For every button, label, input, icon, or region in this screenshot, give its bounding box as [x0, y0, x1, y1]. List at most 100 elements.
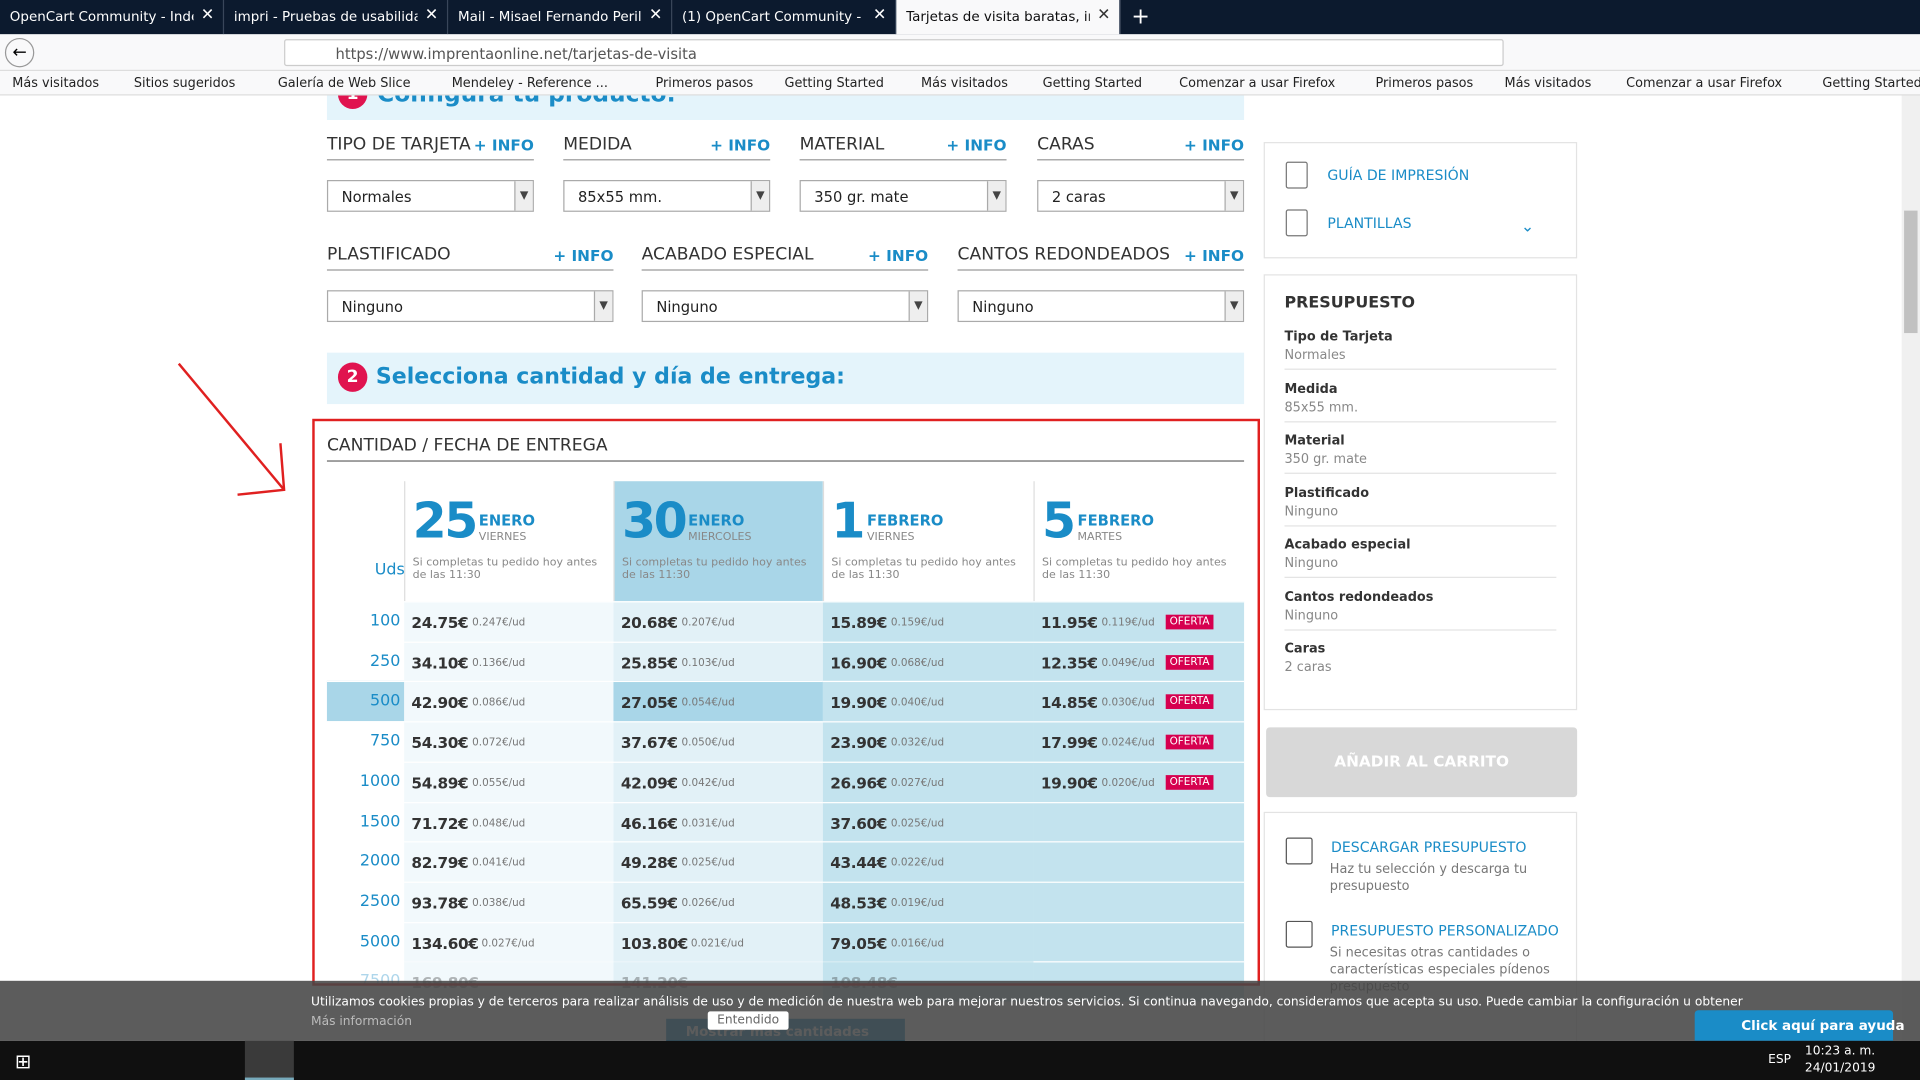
scrollbar-thumb[interactable] [1904, 210, 1918, 334]
price-cell[interactable]: 65.59€ 0.026€/ud [613, 881, 823, 921]
price-cell[interactable]: 37.60€ 0.025€/ud [822, 801, 1034, 841]
tab-title: (1) OpenCart Community - Post a [682, 8, 866, 25]
bookmark[interactable]: Primeros pasos [655, 75, 754, 91]
info-link[interactable]: + INFO [946, 135, 1007, 155]
chevron[interactable]: ⌄ [1520, 217, 1535, 237]
bookmark[interactable]: Getting Started [784, 75, 884, 91]
cart-button-label: AÑADIR AL CARRITO [1334, 751, 1510, 771]
download-title[interactable]: PRESUPUESTO PERSONALIZADO [1331, 922, 1559, 940]
price-cell[interactable]: 12.35€ 0.049€/ud OFERTA [1033, 641, 1245, 681]
bookmark[interactable]: Comenzar a usar Firefox [1179, 75, 1336, 91]
price-cell[interactable]: 93.78€ 0.038€/ud [404, 881, 614, 921]
cookie-button[interactable]: Entendido [707, 1011, 789, 1030]
tab-close: ✕ [424, 6, 439, 25]
price-cell[interactable]: 34.10€ 0.136€/ud [404, 641, 614, 681]
price-unit: 0.136€/ud [472, 657, 526, 670]
start-button[interactable]: ⊞ [14, 1049, 32, 1073]
price-cell[interactable]: 16.90€ 0.068€/ud [822, 641, 1034, 681]
qty: 5000 [359, 932, 401, 951]
date-header[interactable]: 1 FEBRERO VIERNES Si completas tu pedido ho… [822, 481, 1034, 602]
bookmark[interactable]: Galería de Web Slice [277, 75, 411, 91]
empty-cell [1033, 921, 1245, 962]
select[interactable]: 2 caras ▼ [1037, 180, 1245, 212]
price-cell[interactable]: 26.96€ 0.027€/ud [822, 761, 1034, 801]
date-header[interactable]: 25 ENERO VIERNES Si completas tu pedido hoy… [404, 481, 614, 602]
field-underline [1037, 159, 1245, 161]
select[interactable]: Normales ▼ [326, 180, 534, 212]
bookmark[interactable]: Getting Started [1042, 75, 1143, 91]
bookmark[interactable]: Getting Started [1822, 75, 1920, 91]
tab[interactable]: impri - Pruebas de usabilidad ✕ [224, 0, 449, 35]
price-cell[interactable]: 46.16€ 0.031€/ud [613, 801, 823, 841]
price-cell[interactable]: 103.80€ 0.021€/ud [613, 921, 823, 962]
price-cell[interactable]: 49.28€ 0.025€/ud [613, 841, 823, 881]
price-cell[interactable]: 54.30€ 0.072€/ud [404, 721, 614, 761]
cart-button[interactable]: AÑADIR AL CARRITO [1266, 727, 1578, 798]
price-cell[interactable]: 20.68€ 0.207€/ud [613, 601, 823, 641]
price-total: 71.72€ [411, 813, 469, 833]
price-cell[interactable]: 19.90€ 0.040€/ud [822, 681, 1034, 721]
info-link[interactable]: + INFO [1183, 246, 1245, 265]
bookmark[interactable]: Primeros pasos [1375, 75, 1474, 91]
bookmark[interactable]: Más visitados [1504, 75, 1592, 91]
download-title[interactable]: DESCARGAR PRESUPUESTO [1331, 838, 1527, 856]
tab[interactable]: (1) OpenCart Community - Post a ✕ [672, 0, 897, 35]
info-link[interactable]: + INFO [710, 135, 771, 155]
tab[interactable]: Mail - Misael Fernando Perilla ✕ [448, 0, 673, 35]
chat-button[interactable]: Click aquí para ayuda [1694, 1010, 1905, 1041]
budget-value: Normales [1284, 347, 1346, 363]
price-cell[interactable]: 82.79€ 0.041€/ud [404, 841, 614, 881]
info-link[interactable]: + INFO [868, 246, 929, 265]
price-cell[interactable]: 24.75€ 0.247€/ud [404, 601, 614, 641]
price-cell[interactable]: 79.05€ 0.016€/ud [822, 921, 1034, 962]
sidebar-link[interactable]: GUÍA DE IMPRESIÓN [1327, 166, 1470, 184]
date-header[interactable]: 30 ENERO MIERCOLES Si completas tu pedido h… [613, 481, 823, 602]
cookie-link[interactable]: Más información [311, 1014, 412, 1028]
select[interactable]: Ninguno ▼ [326, 290, 614, 323]
firefox-task[interactable] [244, 1040, 294, 1080]
bookmark[interactable]: Sitios sugeridos [133, 75, 236, 91]
bookmark[interactable]: Mendeley - Reference ... [451, 75, 608, 91]
select[interactable]: Ninguno ▼ [641, 290, 929, 323]
bookmark[interactable]: Más visitados [12, 75, 100, 91]
price-cell[interactable]: 71.72€ 0.048€/ud [404, 801, 614, 841]
select[interactable]: 350 gr. mate ▼ [799, 180, 1007, 212]
info-link[interactable]: + INFO [1183, 135, 1245, 155]
price-cell[interactable]: 23.90€ 0.032€/ud [822, 721, 1034, 761]
bookmark[interactable]: Comenzar a usar Firefox [1626, 75, 1783, 91]
new-tab[interactable]: + [1131, 3, 1150, 30]
select[interactable]: 85x55 mm. ▼ [563, 180, 771, 212]
step-title: Configura tu producto: [377, 96, 676, 108]
sidebar-link[interactable]: PLANTILLAS [1327, 214, 1412, 232]
price-total: 19.90€ [1040, 773, 1098, 792]
price-cell[interactable]: 25.85€ 0.103€/ud [613, 641, 823, 681]
tab[interactable]: OpenCart Community - Index page ✕ [0, 0, 225, 35]
price-cell[interactable]: 48.53€ 0.019€/ud [822, 881, 1034, 921]
back-button[interactable]: ← [4, 37, 35, 68]
price-cell[interactable]: 42.09€ 0.042€/ud [613, 761, 823, 801]
date-note: Si completas tu pedido hoy antes de las … [412, 557, 598, 582]
field-label: MATERIAL [799, 134, 885, 155]
price-cell[interactable]: 27.05€ 0.054€/ud [613, 681, 823, 722]
price-total: 49.28€ [620, 853, 678, 873]
taskbar-language: ESP [1768, 1053, 1792, 1067]
bookmark[interactable]: Más visitados [921, 75, 1008, 91]
price-cell[interactable]: 37.67€ 0.050€/ud [613, 721, 823, 761]
price-cell[interactable]: 43.44€ 0.022€/ud [822, 841, 1034, 881]
price-unit: 0.103€/ud [681, 657, 735, 670]
url-field[interactable] [284, 39, 1504, 67]
price-cell[interactable]: 14.85€ 0.030€/ud OFERTA [1033, 681, 1245, 721]
info-link[interactable]: + INFO [473, 135, 534, 155]
price-cell[interactable]: 11.95€ 0.119€/ud OFERTA [1033, 601, 1245, 641]
price-cell[interactable]: 54.89€ 0.055€/ud [404, 761, 614, 801]
date-header[interactable]: 5 FEBRERO MARTES Si completas tu pedido hoy… [1033, 481, 1245, 602]
info-link[interactable]: + INFO [553, 246, 614, 265]
tab[interactable]: Tarjetas de visita baratas, impri ✕ [896, 0, 1121, 35]
price-cell[interactable]: 17.99€ 0.024€/ud OFERTA [1033, 721, 1245, 761]
price-cell[interactable]: 15.89€ 0.159€/ud [822, 601, 1034, 641]
price-cell[interactable]: 134.60€ 0.027€/ud [404, 921, 614, 962]
select[interactable]: Ninguno ▼ [957, 290, 1245, 323]
price-cell[interactable]: 42.90€ 0.086€/ud [404, 681, 614, 721]
price-cell[interactable]: 19.90€ 0.020€/ud OFERTA [1033, 761, 1245, 801]
